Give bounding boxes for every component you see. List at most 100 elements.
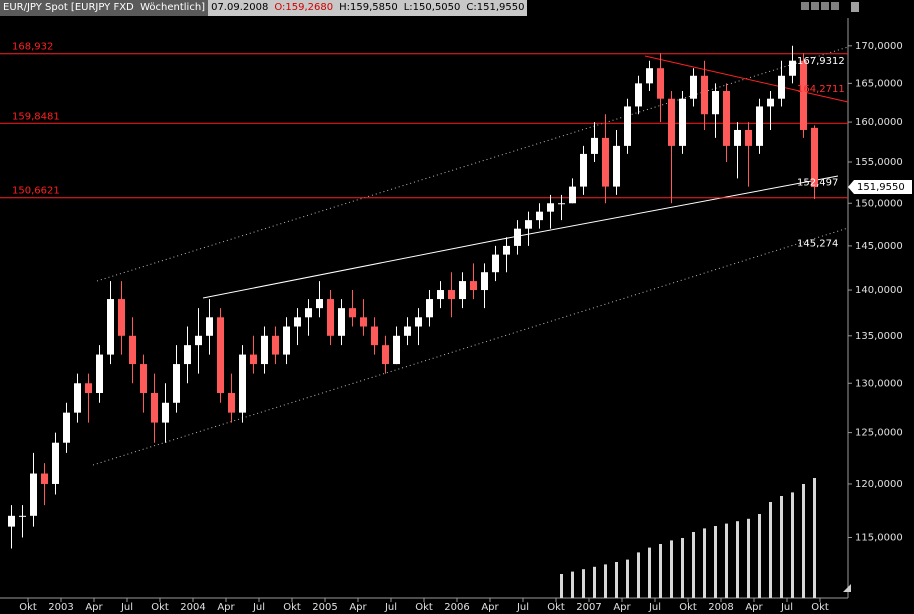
- candle-body: [316, 299, 323, 309]
- toolbar[interactable]: [801, 2, 859, 12]
- volume-bar: [659, 544, 662, 598]
- volume-bar: [703, 528, 706, 598]
- candle-body: [536, 211, 543, 221]
- date: 07.09.2008: [208, 0, 272, 16]
- x-tick-label: Jul: [516, 602, 529, 613]
- candle-body: [85, 383, 92, 393]
- volume-bar: [615, 562, 618, 598]
- y-tick-label: 160,0000: [855, 117, 903, 128]
- high-label: H:159,5850: [336, 0, 401, 16]
- last-price-box: [848, 179, 912, 194]
- volume-bar: [780, 496, 783, 598]
- candle-body: [261, 335, 268, 365]
- candle-body: [657, 68, 664, 99]
- candle-body: [591, 137, 598, 154]
- candle-body: [558, 203, 565, 205]
- volume-bar: [637, 552, 640, 598]
- candle-body: [569, 186, 576, 204]
- level-label: 168,932: [12, 42, 53, 53]
- y-tick-label: 145,0000: [855, 241, 903, 252]
- volume-bar: [670, 540, 673, 598]
- x-tick-label: Jul: [252, 602, 265, 613]
- candle-body: [503, 245, 510, 255]
- volume-bar: [758, 514, 761, 598]
- x-tick-label: Apr: [745, 602, 763, 613]
- volume-bar: [593, 566, 596, 598]
- volume-bar: [802, 484, 805, 598]
- volume-bar: [769, 502, 772, 598]
- candle-body: [272, 335, 279, 355]
- x-tick-label: 2004: [180, 602, 205, 613]
- low-label: L:150,5050: [400, 0, 464, 16]
- candle-body: [613, 145, 620, 187]
- candle-body: [800, 60, 807, 130]
- volume-bar: [626, 559, 629, 598]
- candle-body: [30, 473, 37, 516]
- candle-body: [96, 354, 103, 393]
- y-tick-label: 115,0000: [855, 532, 903, 543]
- trend-line: [202, 240, 493, 299]
- candle-body: [404, 326, 411, 336]
- tool-button[interactable]: [851, 2, 859, 12]
- candle-body: [371, 326, 378, 346]
- tool-button[interactable]: [831, 2, 839, 10]
- candle-body: [294, 317, 301, 327]
- volume-bar: [791, 492, 794, 598]
- last-price-label: 151,9550: [857, 182, 905, 193]
- volume-bar: [747, 518, 750, 598]
- candle-body: [668, 98, 675, 146]
- x-tick-label: Okt: [811, 602, 829, 613]
- y-tick-label: 120,0000: [855, 479, 903, 490]
- candle-body: [217, 317, 224, 393]
- candle-body: [525, 220, 532, 229]
- tool-button[interactable]: [801, 2, 809, 10]
- open-label: O:159,2680: [271, 0, 337, 16]
- x-tick-label: Apr: [481, 602, 499, 613]
- x-tick-label: 2008: [708, 602, 733, 613]
- y-tick-label: 130,0000: [855, 378, 903, 389]
- candle-body: [63, 412, 70, 443]
- candle-body: [41, 473, 48, 484]
- x-tick-label: Okt: [283, 602, 301, 613]
- trend-line: [491, 175, 839, 242]
- candle-body: [789, 60, 796, 76]
- volume-bar: [582, 569, 585, 598]
- candle-body: [437, 290, 444, 300]
- candle-body: [690, 75, 697, 99]
- volume-bar: [813, 478, 816, 598]
- candle-body: [173, 364, 180, 403]
- candle-body: [382, 345, 389, 365]
- header: EUR/JPY Spot [EURJPY FXD Wöchentlich] 07…: [0, 0, 528, 16]
- tool-button[interactable]: [821, 2, 829, 10]
- x-tick-label: Okt: [19, 602, 37, 613]
- annotation-label: 167,9312: [797, 56, 845, 67]
- volume-bar: [571, 571, 574, 598]
- volume-bar: [692, 532, 695, 598]
- y-tick-label: 125,0000: [855, 428, 903, 439]
- candle-body: [19, 515, 26, 517]
- y-tick-label: 165,0000: [855, 78, 903, 89]
- volume-bar: [681, 538, 684, 598]
- tool-button[interactable]: [811, 2, 819, 10]
- candle-body: [206, 317, 213, 336]
- x-tick-label: 2003: [48, 602, 73, 613]
- candle-body: [8, 515, 15, 527]
- candle-body: [646, 68, 653, 84]
- annotation-label: 164,2711: [797, 84, 845, 95]
- x-tick-label: Okt: [151, 602, 169, 613]
- candle-body: [338, 308, 345, 336]
- candle-body: [701, 75, 708, 115]
- x-tick-label: 2005: [312, 602, 337, 613]
- candle-body: [327, 299, 334, 336]
- candle-body: [547, 203, 554, 212]
- candle-body: [767, 98, 774, 107]
- candle-body: [811, 127, 818, 187]
- trend-lines: [92, 46, 849, 466]
- volume-bar: [714, 526, 717, 598]
- candle-body: [393, 335, 400, 365]
- candle-body: [745, 129, 752, 146]
- candle-body: [250, 354, 257, 365]
